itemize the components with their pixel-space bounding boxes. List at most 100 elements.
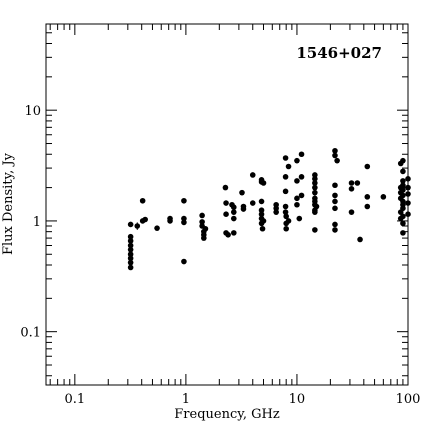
data-point — [181, 219, 187, 226]
data-point — [230, 230, 237, 236]
data-point — [285, 163, 292, 170]
data-point — [127, 246, 134, 253]
data-point — [332, 221, 338, 228]
data-point — [273, 209, 279, 215]
data-point — [294, 201, 300, 208]
data-point — [312, 172, 318, 178]
data-point — [181, 197, 187, 204]
axis-tick-labels: 0.1 1 10 100 0.1 1 10 — [20, 104, 420, 407]
data-point — [354, 180, 361, 186]
data-point — [283, 225, 289, 232]
data-point — [282, 174, 289, 180]
data-point — [298, 174, 305, 180]
data-point — [296, 215, 303, 222]
data-point — [283, 213, 289, 220]
data-point — [127, 238, 134, 244]
data-point — [332, 152, 338, 159]
x-axis-title: Frequency, GHz — [174, 407, 280, 422]
data-point — [260, 180, 267, 186]
data-point — [400, 220, 406, 227]
data-point — [259, 225, 266, 232]
data-point — [312, 189, 318, 196]
data-point — [348, 186, 355, 192]
data-point — [294, 178, 300, 184]
data-point — [332, 192, 338, 199]
data-point — [240, 206, 247, 212]
x-tick-label: 0.1 — [64, 392, 85, 407]
data-point — [405, 211, 411, 218]
data-point — [313, 203, 320, 210]
data-point — [332, 205, 338, 212]
data-point — [199, 212, 205, 219]
data-point — [222, 184, 229, 191]
data-point — [127, 242, 134, 249]
data-point — [334, 157, 340, 164]
data-point — [405, 184, 411, 191]
data-points — [127, 147, 411, 271]
data-point — [400, 230, 406, 236]
data-point — [282, 203, 289, 210]
data-point — [127, 221, 134, 228]
data-point — [348, 209, 355, 215]
data-point — [400, 205, 406, 212]
data-point — [380, 194, 387, 200]
data-point — [400, 168, 406, 175]
y-tick-label: 10 — [24, 104, 41, 119]
data-point — [282, 155, 289, 161]
chart-title: 1546+027 — [296, 44, 382, 62]
data-point — [282, 188, 289, 195]
x-tick-label: 1 — [182, 392, 190, 407]
data-point — [405, 191, 411, 197]
data-point — [127, 264, 134, 271]
data-point — [258, 211, 265, 218]
data-point — [258, 198, 265, 205]
x-tick-label: 100 — [396, 392, 421, 407]
data-point — [348, 180, 355, 186]
data-point — [139, 197, 146, 204]
data-point — [154, 225, 160, 231]
data-point — [405, 176, 411, 182]
y-tick-label: 1 — [33, 215, 41, 230]
data-point — [400, 182, 406, 189]
y-tick-label: 0.1 — [20, 326, 41, 341]
data-point — [332, 182, 338, 189]
data-point — [312, 176, 318, 182]
data-point — [285, 218, 292, 224]
data-point — [258, 207, 265, 213]
data-point — [332, 227, 338, 233]
data-point — [364, 163, 371, 170]
data-point — [225, 231, 231, 238]
data-point — [273, 205, 279, 212]
data-point — [127, 259, 134, 266]
data-point — [294, 195, 300, 202]
data-point — [332, 147, 338, 154]
data-point — [230, 209, 237, 215]
data-point — [298, 192, 305, 199]
data-point — [400, 213, 406, 220]
x-tick-label: 10 — [289, 392, 306, 407]
axis-ticks — [46, 23, 409, 385]
data-point — [400, 157, 406, 164]
data-point — [202, 225, 209, 232]
data-point — [400, 192, 406, 199]
data-point — [400, 178, 406, 184]
data-point — [357, 236, 363, 243]
y-axis-title: Flux Density, Jy — [1, 152, 16, 255]
data-point — [312, 184, 318, 191]
data-point — [167, 218, 173, 224]
data-point — [249, 200, 256, 206]
data-point — [249, 172, 256, 178]
data-point — [127, 251, 134, 258]
data-point — [199, 219, 205, 225]
data-point — [312, 180, 318, 186]
data-point — [230, 204, 237, 211]
data-point — [239, 189, 245, 196]
data-point — [364, 194, 371, 200]
data-point — [294, 157, 300, 164]
data-point — [127, 255, 134, 262]
data-point — [400, 187, 406, 193]
data-point — [282, 209, 289, 215]
data-point — [312, 209, 318, 215]
data-point — [142, 216, 148, 223]
